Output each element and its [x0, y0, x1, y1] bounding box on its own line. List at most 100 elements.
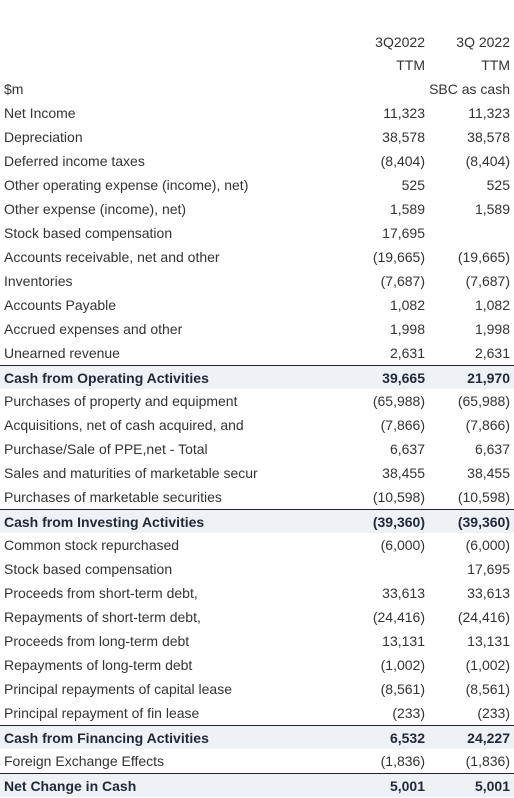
row-value-col1: 6,637 — [389, 441, 425, 457]
table-row: Accounts Payable 1,082 1,082 — [0, 293, 514, 317]
table-row: Common stock repurchased (6,000) (6,000) — [0, 533, 514, 557]
row-value-col2: 33,613 — [467, 585, 510, 601]
row-label: Stock based compensation — [4, 561, 173, 577]
table-row: Principal repayment of fin lease (233) (23… — [0, 701, 514, 725]
table-row: Purchases of marketable securities (10,59… — [0, 485, 514, 509]
row-label: Repayments of long-term debt — [4, 657, 193, 673]
table-row: Inventories (7,687) (7,687) — [0, 269, 514, 293]
total-row: Cash from Operating Activities 39,665 21,9… — [0, 365, 514, 389]
row-value-col2: 6,637 — [474, 441, 510, 457]
row-value-col2: 13,131 — [467, 633, 510, 649]
row-value-col2: 1,998 — [474, 321, 510, 337]
row-value-col2: (39,360) — [457, 514, 510, 530]
col2-header-line1: 3Q 2022 — [456, 34, 510, 50]
row-value-col1: 38,578 — [382, 129, 425, 145]
row-label: Principal repayment of fin lease — [4, 705, 200, 721]
row-value-col1: 5,001 — [389, 778, 425, 794]
row-value-col1: (7,866) — [380, 417, 425, 433]
row-value-col1: 11,323 — [383, 105, 425, 121]
table-row: Accrued expenses and other 1,998 1,998 — [0, 317, 514, 341]
table-row: Repayments of short-term debt, (24,416) (2… — [0, 605, 514, 629]
row-label: Purchase/Sale of PPE,net - Total — [4, 441, 208, 457]
row-label: Deferred income taxes — [4, 153, 145, 169]
table-row: Depreciation 38,578 38,578 — [0, 125, 514, 149]
table-row: Accounts receivable, net and other (19,66… — [0, 245, 514, 269]
table-row: Net Income 11,323 11,323 — [0, 101, 514, 125]
row-label: Inventories — [4, 273, 73, 289]
row-label: Accounts Payable — [4, 297, 117, 313]
row-value-col1: 1,589 — [389, 201, 425, 217]
table-row: Other operating expense (income), net) 52… — [0, 173, 514, 197]
table-row: Principal repayments of capital lease (8,… — [0, 677, 514, 701]
row-label: Cash from Financing Activities — [4, 730, 209, 746]
row-label: Cash from Operating Activities — [4, 370, 209, 386]
table-row: Foreign Exchange Effects (1,836) (1,836) — [0, 749, 514, 773]
table-row: Acquisitions, net of cash acquired, and (… — [0, 413, 514, 437]
row-value-col2: (24,416) — [457, 609, 510, 625]
row-value-col1: 525 — [401, 177, 425, 193]
row-value-col2: (1,836) — [465, 753, 510, 769]
row-value-col1: 39,665 — [382, 370, 425, 386]
row-value-col1: (10,598) — [372, 489, 425, 505]
row-value-col1: 38,455 — [382, 465, 425, 481]
row-label: Foreign Exchange Effects — [4, 753, 165, 769]
row-label: Stock based compensation — [4, 225, 173, 241]
row-label: Common stock repurchased — [4, 537, 180, 553]
col1-header-line2: TTM — [396, 57, 425, 73]
row-value-col2: (7,687) — [465, 273, 510, 289]
row-label: Purchases of property and equipment — [4, 393, 238, 409]
row-value-col2: (233) — [477, 705, 510, 721]
row-label: Depreciation — [4, 129, 83, 145]
row-value-col2: 38,455 — [467, 465, 510, 481]
row-value-col2: 21,970 — [467, 370, 510, 386]
row-value-col2: (10,598) — [457, 489, 510, 505]
row-value-col1: 1,998 — [389, 321, 425, 337]
col1-header-line1: 3Q2022 — [375, 34, 425, 50]
row-value-col1: 13,131 — [382, 633, 425, 649]
row-label: Sales and maturities of marketable secur — [4, 465, 258, 481]
row-value-col1: (6,000) — [380, 537, 425, 553]
row-value-col2: 1,082 — [474, 297, 510, 313]
row-value-col2: 5,001 — [474, 778, 510, 794]
table-row: Purchase/Sale of PPE,net - Total 6,637 6,6… — [0, 437, 514, 461]
row-value-col2: 11,323 — [468, 105, 510, 121]
row-label: Unearned revenue — [4, 345, 120, 361]
row-label: Repayments of short-term debt, — [4, 609, 201, 625]
col2-header-line2: TTM — [481, 57, 510, 73]
col2-header-line3: SBC as cash — [429, 81, 510, 97]
table-row: Stock based compensation 17,695 — [0, 557, 514, 581]
unit-label: $m — [4, 81, 24, 97]
row-value-col1: (7,687) — [380, 273, 425, 289]
row-value-col1: (1,836) — [380, 753, 425, 769]
row-value-col1: 2,631 — [389, 345, 425, 361]
row-label: Accrued expenses and other — [4, 321, 183, 337]
row-value-col1: 17,695 — [382, 225, 425, 241]
row-label: Other expense (income), net) — [4, 201, 187, 217]
total-row: Cash from Financing Activities 6,532 24,22… — [0, 725, 514, 749]
row-value-col2: 24,227 — [467, 730, 510, 746]
table-row: Deferred income taxes (8,404) (8,404) — [0, 149, 514, 173]
row-label: Accounts receivable, net and other — [4, 249, 220, 265]
row-label: Purchases of marketable securities — [4, 489, 222, 505]
table-row: Unearned revenue 2,631 2,631 — [0, 341, 514, 365]
row-value-col2: (6,000) — [465, 537, 510, 553]
row-label: Proceeds from long-term debt — [4, 633, 190, 649]
table-row: Proceeds from long-term debt 13,131 13,131 — [0, 629, 514, 653]
table-row: Other expense (income), net) 1,589 1,589 — [0, 197, 514, 221]
row-value-col2: (1,002) — [465, 657, 510, 673]
table-row: Purchases of property and equipment (65,9… — [0, 389, 514, 413]
row-value-col1: (8,561) — [380, 681, 425, 697]
row-value-col1: (8,404) — [380, 153, 425, 169]
row-value-col1: 33,613 — [382, 585, 425, 601]
row-value-col1: (1,002) — [380, 657, 425, 673]
header-row-2: TTM TTM — [0, 53, 514, 77]
row-value-col2: (8,561) — [465, 681, 510, 697]
row-value-col2: 1,589 — [474, 201, 510, 217]
row-label: Net Income — [4, 105, 76, 121]
row-value-col2: (8,404) — [465, 153, 510, 169]
row-value-col2: 38,578 — [467, 129, 510, 145]
row-label: Cash from Investing Activities — [4, 514, 205, 530]
table-row: Repayments of long-term debt (1,002) (1,00… — [0, 653, 514, 677]
row-label: Net Change in Cash — [4, 778, 137, 794]
